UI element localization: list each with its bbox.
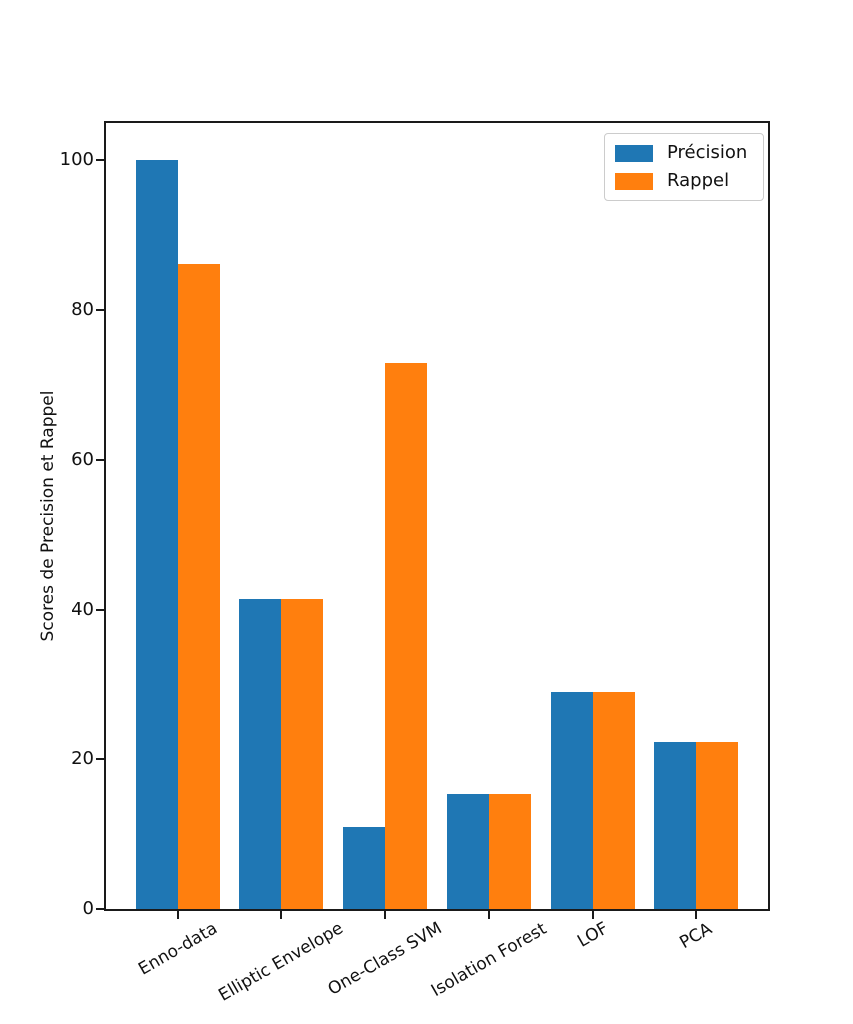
y-tick-label: 20 xyxy=(71,748,94,770)
x-tick-mark xyxy=(384,911,387,919)
bar-précision-enno-data xyxy=(135,160,178,909)
bar-rappel-one-class-svm xyxy=(385,363,428,909)
y-tick-mark xyxy=(96,309,104,312)
legend-row: Rappel xyxy=(615,171,747,191)
x-tick-mark xyxy=(591,911,594,919)
legend-row: Précision xyxy=(615,143,747,163)
y-tick-mark xyxy=(96,758,104,761)
y-tick-mark xyxy=(96,908,104,910)
bar-rappel-isolation-forest xyxy=(488,793,531,909)
bar-rappel-enno-data xyxy=(177,264,220,909)
x-tick-mark xyxy=(695,911,698,919)
bar-précision-one-class-svm xyxy=(343,826,386,909)
y-tick-label: 80 xyxy=(71,299,94,321)
bar-rappel-elliptic-envelope xyxy=(281,599,324,909)
y-tick-label: 0 xyxy=(82,898,94,919)
legend-swatch xyxy=(615,172,653,190)
x-tick-label: Enno-data xyxy=(134,918,221,980)
bar-précision-elliptic-envelope xyxy=(239,599,282,909)
bar-précision-pca xyxy=(654,742,697,909)
x-tick-label: LOF xyxy=(573,918,612,952)
legend: Précision Rappel xyxy=(604,133,765,201)
bar-précision-isolation-forest xyxy=(446,793,489,909)
bar-rappel-pca xyxy=(696,742,739,909)
bar-rappel-lof xyxy=(592,691,635,909)
y-tick-label: 60 xyxy=(71,448,94,470)
y-tick-mark xyxy=(96,458,104,461)
x-tick-mark xyxy=(280,911,283,919)
y-tick-label: 40 xyxy=(71,598,94,620)
legend-label: Rappel xyxy=(667,170,730,191)
y-tick-mark xyxy=(96,608,104,611)
x-tick-label: Elliptic Envelope xyxy=(215,918,348,1006)
x-tick-mark xyxy=(487,911,490,919)
x-tick-mark xyxy=(176,911,179,919)
legend-label: Précision xyxy=(667,142,748,163)
legend-swatch xyxy=(615,144,653,162)
y-tick-label: 100 xyxy=(59,149,94,171)
x-tick-label: Isolation Forest xyxy=(427,918,550,1001)
bar-précision-lof xyxy=(550,691,593,909)
y-tick-mark xyxy=(96,159,104,162)
x-tick-label: PCA xyxy=(676,918,717,953)
